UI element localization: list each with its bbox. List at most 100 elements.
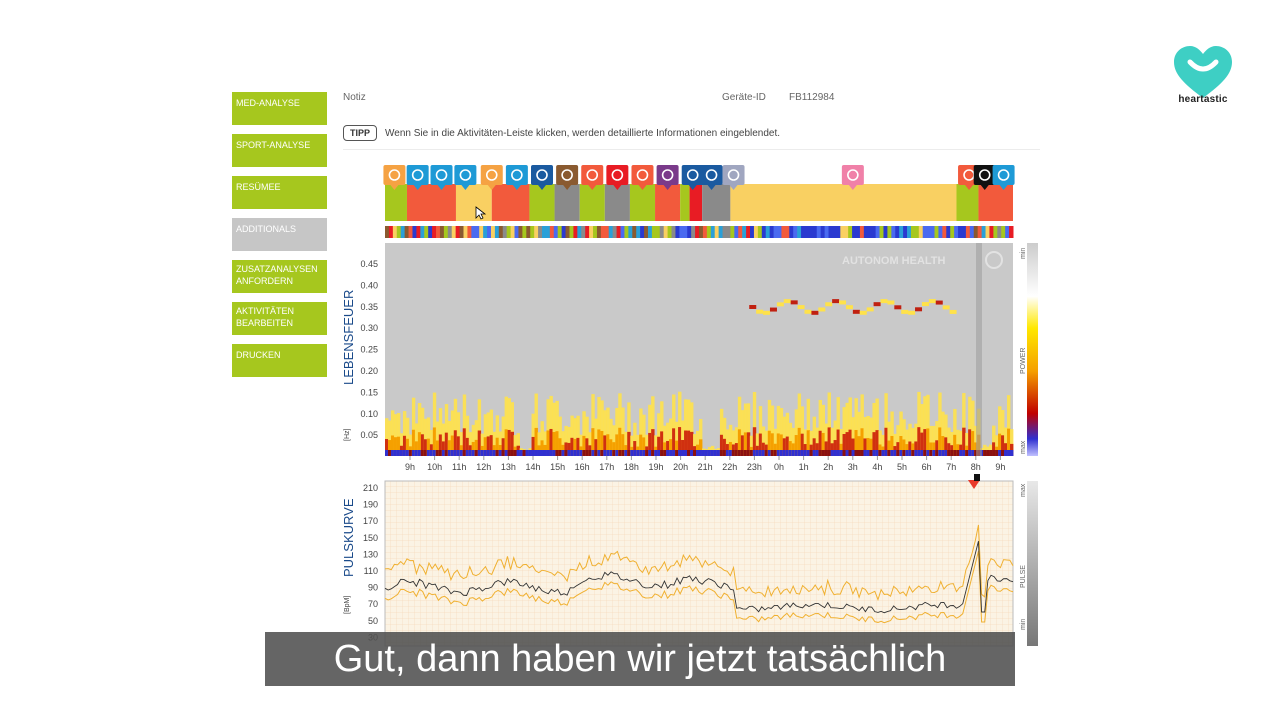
spectro-column [974, 425, 978, 456]
spectro-column-core [887, 440, 891, 456]
activity-segment[interactable] [680, 184, 690, 221]
spectro-column-core [699, 439, 703, 456]
sidebar-item-zusatzanalysen[interactable]: ZUSATZANALYSEN ANFORDERN [232, 260, 327, 293]
spectro-column-base [636, 450, 640, 456]
spectro-column [950, 431, 954, 456]
spectro-column-core [902, 439, 906, 456]
spectro-column [962, 393, 966, 456]
brain-icon[interactable] [430, 165, 453, 190]
spectro-column-base [875, 450, 879, 456]
activity-segment[interactable] [730, 184, 957, 221]
strip-cell [989, 226, 994, 238]
strip-cell [640, 226, 645, 238]
spectro-column-core [770, 433, 775, 456]
brain-icon[interactable] [406, 165, 429, 190]
strip-cell [730, 226, 735, 238]
activity-segment[interactable] [689, 184, 703, 221]
lebensfeuer-x-tick: 22h [722, 462, 737, 472]
spectro-column-core [851, 438, 855, 456]
sidebar-item-additionals[interactable]: ADDITIONALS [232, 218, 327, 251]
brain-icon[interactable] [505, 165, 528, 190]
sun-icon[interactable] [383, 165, 406, 190]
activity-segment[interactable] [956, 184, 979, 221]
activity-bar[interactable] [385, 184, 1013, 221]
spectro-column-base [417, 450, 422, 456]
spectro-column [845, 402, 849, 456]
activity-segment[interactable] [455, 184, 492, 221]
spectro-column [642, 414, 646, 456]
spectro-column-core [621, 434, 625, 456]
question-icon[interactable] [606, 165, 629, 190]
activity-segment[interactable] [655, 184, 681, 221]
tip-badge: TIPP [343, 125, 377, 141]
spectro-column [429, 429, 434, 456]
spectro-column [591, 394, 595, 456]
pulskurve-y-tick: 110 [364, 566, 378, 576]
spectro-column-core [842, 434, 846, 456]
sidebar-item-sport-analyse[interactable]: SPORT-ANALYSE [232, 134, 327, 167]
keyboard-icon[interactable] [531, 165, 553, 190]
activity-segment[interactable] [978, 184, 1013, 221]
lebensfeuer-spectrogram [385, 299, 1014, 456]
spectro-column-base [540, 450, 544, 456]
spectro-column-core [779, 434, 784, 456]
sidebar-item-med-analyse[interactable]: MED-ANALYSE [232, 92, 327, 125]
spectro-column [737, 396, 742, 456]
activity-segment[interactable] [629, 184, 656, 221]
lebensfeuer-x-tick: 23h [747, 462, 762, 472]
spectro-column [561, 431, 565, 456]
walking-icon[interactable] [631, 165, 654, 190]
spectro-column-core [998, 433, 1002, 456]
spectro-column-core [953, 434, 957, 456]
activity-segment[interactable] [702, 184, 731, 221]
spectro-column-base [764, 450, 769, 456]
sidebar-item-resuemee[interactable]: RESÜMEE [232, 176, 327, 209]
spectro-column-base [935, 450, 939, 456]
spectro-column-core [818, 430, 823, 456]
spectro-column-base [453, 450, 458, 456]
spectro-column-base [666, 450, 670, 456]
sun-icon[interactable] [480, 165, 503, 190]
activity-segment[interactable] [529, 184, 555, 221]
pulse-marker-handle[interactable] [974, 474, 980, 481]
hiking-icon[interactable] [556, 165, 579, 190]
spectro-column-base [504, 450, 509, 456]
spectro-column-base [953, 450, 957, 456]
chevron-icon[interactable] [656, 165, 679, 190]
activity-segment[interactable] [385, 184, 407, 221]
spectro-column [630, 435, 634, 456]
sidebar-item-drucken[interactable]: DRUCKEN [232, 344, 327, 377]
pulse-max-marker-icon[interactable] [968, 480, 980, 489]
strip-cell [565, 226, 570, 238]
spectro-column-base [1004, 450, 1008, 456]
activity-segment[interactable] [406, 184, 456, 221]
spectro-column-core [827, 427, 831, 456]
brain-icon[interactable] [992, 165, 1015, 190]
spectro-column [585, 416, 589, 456]
lebensfeuer-y-tick: 0.15 [360, 387, 378, 397]
lebensfeuer-y-tick: 0.10 [360, 409, 378, 419]
spectro-column-base [627, 450, 631, 456]
lebensfeuer-x-tick: 15h [550, 462, 565, 472]
note-label[interactable]: Notiz [343, 92, 366, 103]
keyboard-icon[interactable] [700, 165, 723, 190]
power-colorbar-min: min [1020, 248, 1027, 259]
activity-segment[interactable] [554, 184, 580, 221]
keyboard-icon[interactable] [681, 165, 704, 190]
activity-segment[interactable] [579, 184, 605, 221]
spectro-column [537, 432, 541, 456]
screen-icon[interactable] [722, 165, 745, 190]
spectro-column [420, 407, 425, 456]
walking-icon[interactable] [581, 165, 604, 190]
bed-icon[interactable] [841, 165, 864, 190]
spectro-column-base [468, 450, 473, 456]
sidebar-item-aktivitaeten[interactable]: AKTIVITÄTEN BEARBEITEN [232, 302, 327, 335]
spectro-column-base [528, 450, 532, 456]
spectro-column-core [728, 441, 733, 456]
brain-icon[interactable] [454, 165, 477, 190]
strip-cell [687, 226, 692, 238]
activity-segment[interactable] [491, 184, 530, 221]
cross-circle-icon[interactable] [973, 165, 996, 190]
activity-segment[interactable] [604, 184, 630, 221]
strip-cell [891, 226, 896, 238]
